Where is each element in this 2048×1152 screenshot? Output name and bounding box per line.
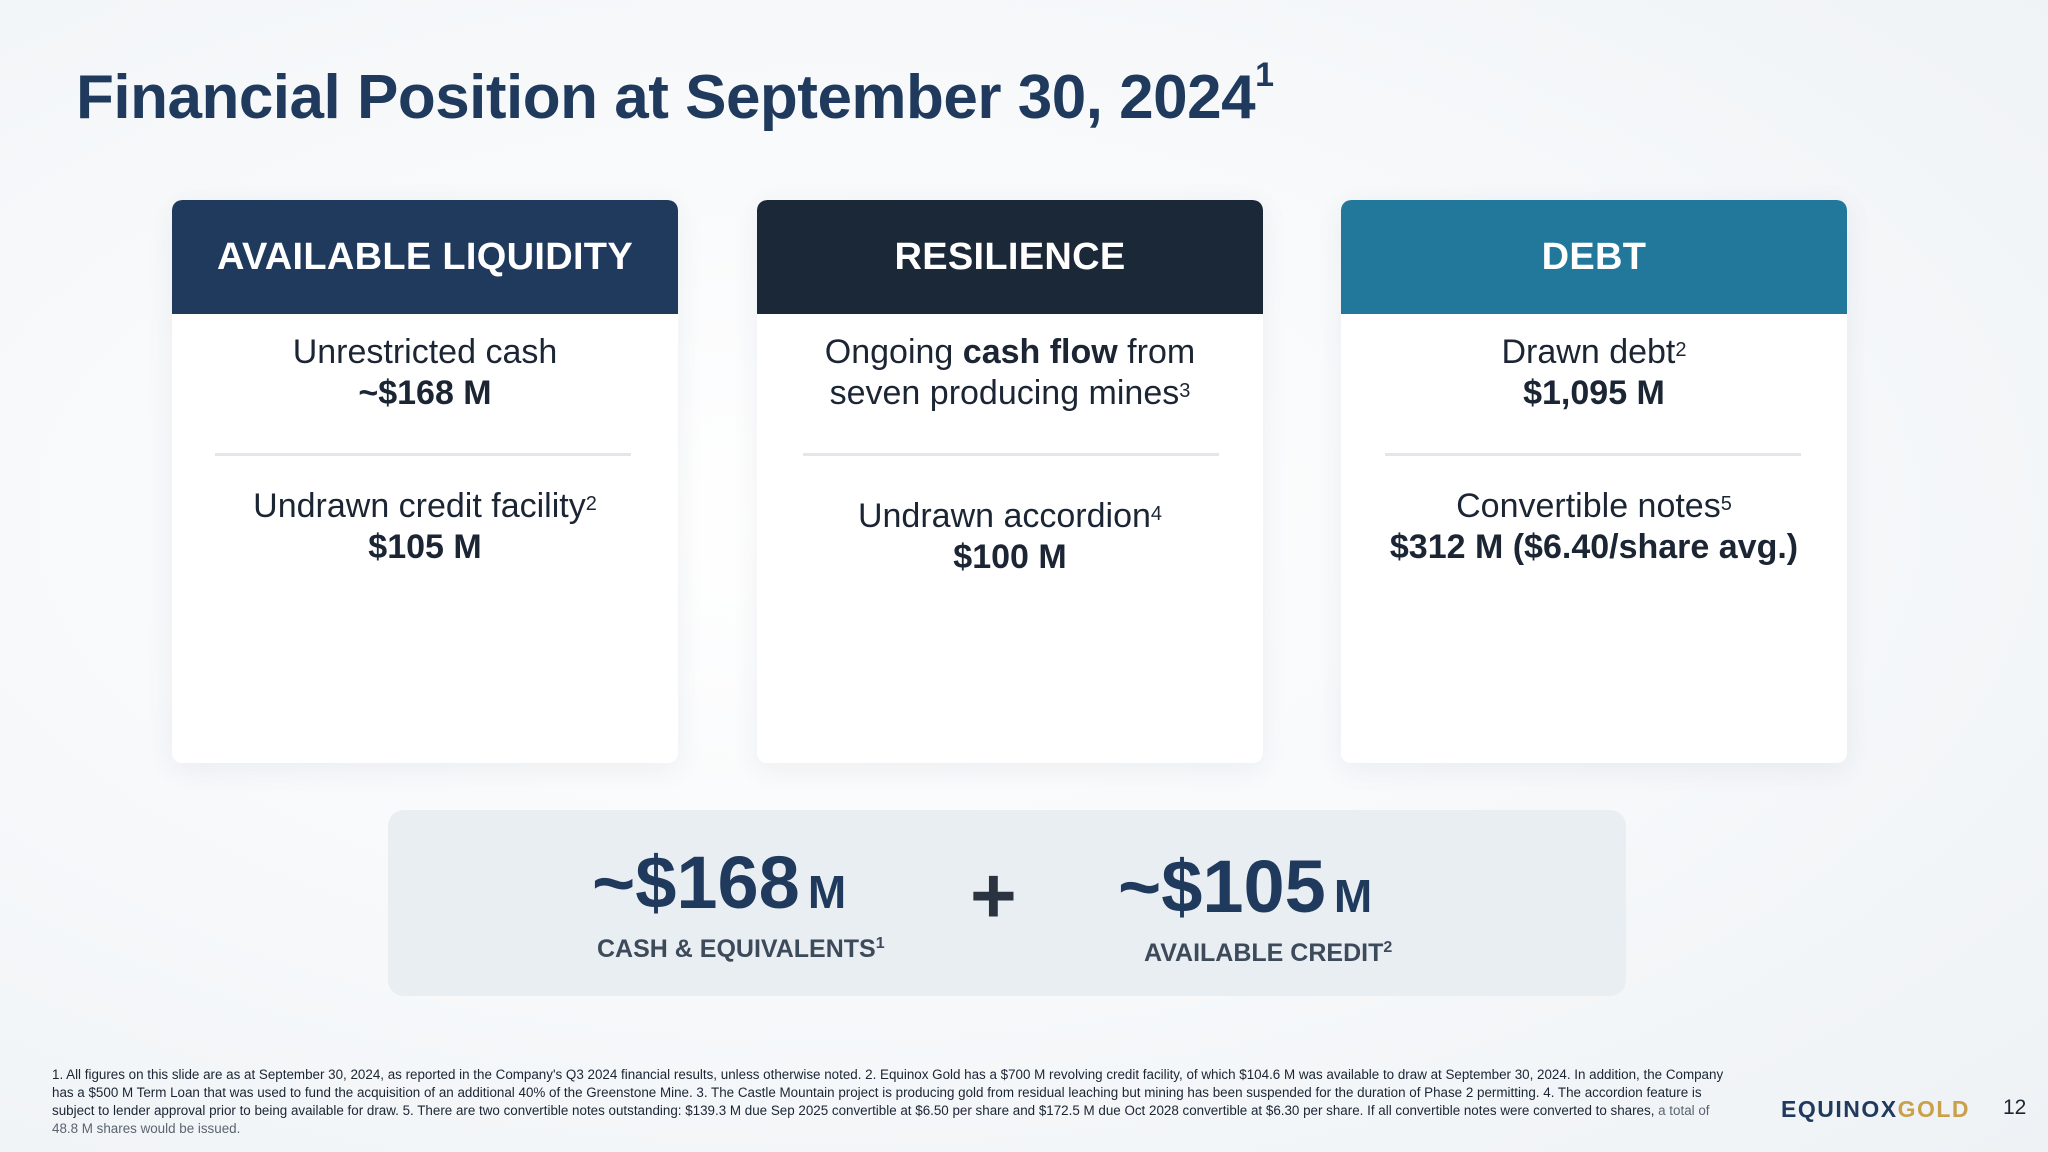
cash-flow-block: Ongoing cash flow from seven producing m… [757,332,1263,414]
item-label-text: Drawn debt [1501,333,1676,371]
item-label: Unrestricted cash [292,333,558,371]
logo-part-1: EQUINOX [1781,1096,1898,1122]
cash-value: ~$168 [592,841,800,924]
equinox-gold-logo: EQUINOXGOLD [1781,1096,1970,1123]
item-value: $1,095 M [1523,374,1665,412]
slide-title: Financial Position at September 30, 2024… [76,56,1274,133]
item-label: Drawn debt2 [1341,332,1847,373]
page-number: 12 [2003,1096,2027,1119]
cash-label: CASH & EQUIVALENTS1 [597,935,885,964]
item-value: $312 M ($6.40/share avg.) [1389,528,1799,566]
card-divider [1385,453,1801,456]
cash-unit: M [807,866,847,918]
footnote-text: 1. All figures on this slide are as at S… [52,1067,1724,1118]
item-footnote-ref: 4 [1150,503,1163,525]
item-value: $100 M [953,538,1067,576]
slide-title-text: Financial Position at September 30, 2024 [76,63,1256,132]
card-divider [803,453,1219,456]
undrawn-credit-facility-block: Undrawn credit facility2 $105 M [172,486,678,568]
item-label-text: Undrawn accordion [857,497,1151,535]
card-heading: AVAILABLE LIQUIDITY [172,200,678,314]
credit-label: AVAILABLE CREDIT2 [1144,939,1392,968]
item-label: Undrawn credit facility2 [172,486,678,527]
drawn-debt-block: Drawn debt2 $1,095 M [1341,332,1847,414]
cash-figure: ~$168 M [592,840,846,925]
item-label-line1: Ongoing cash flow from [757,332,1263,373]
item-footnote-ref: 5 [1720,493,1732,515]
slide-title-footnote-ref: 1 [1255,56,1274,94]
cash-label-text: CASH & EQUIVALENTS [597,935,876,963]
convertible-notes-block: Convertible notes5 $312 M ($6.40/share a… [1341,486,1847,568]
item-footnote-ref: 2 [1675,339,1687,361]
footnote-text-muted: a total of 48.8 M shares would be issued… [52,1103,1710,1136]
credit-unit: M [1333,870,1373,922]
item-label-post: from [1117,333,1196,371]
item-label: Convertible notes5 [1341,486,1847,527]
liquidity-summary-panel: ~$168 M CASH & EQUIVALENTS1 + ~$105 M AVAI… [388,810,1626,996]
logo-part-2: GOLD [1897,1096,1971,1122]
plus-sign: + [970,851,1017,940]
item-label-text: Undrawn credit facility [253,487,586,525]
item-value: ~$168 M [358,374,492,412]
card-resilience: RESILIENCE Ongoing cash flow from seven … [757,200,1263,763]
credit-figure: ~$105 M [1118,844,1372,929]
card-heading: RESILIENCE [757,200,1263,314]
slide-footnotes: 1. All figures on this slide are as at S… [52,1066,1732,1138]
card-heading: DEBT [1341,200,1847,314]
undrawn-accordion-block: Undrawn accordion4 $100 M [757,496,1263,578]
unrestricted-cash-block: Unrestricted cash ~$168 M [172,332,678,414]
card-available-liquidity: AVAILABLE LIQUIDITY Unrestricted cash ~$… [172,200,678,763]
credit-label-text: AVAILABLE CREDIT [1144,939,1384,967]
item-label-bold: cash flow [962,333,1118,371]
item-label-line2-text: seven producing mines [829,374,1180,412]
card-debt: DEBT Drawn debt2 $1,095 M Convertible no… [1341,200,1847,763]
cash-footnote-ref: 1 [875,935,885,952]
credit-value: ~$105 [1118,845,1326,928]
item-label-pre: Ongoing [824,333,963,371]
item-label: Undrawn accordion4 [757,496,1263,537]
item-footnote-ref: 2 [585,493,597,515]
credit-footnote-ref: 2 [1383,939,1393,956]
item-footnote-ref: 3 [1179,380,1191,402]
card-divider [215,453,631,456]
item-value: $105 M [368,528,482,566]
item-label-line2: seven producing mines3 [757,373,1263,414]
item-label-text: Convertible notes [1456,487,1721,525]
